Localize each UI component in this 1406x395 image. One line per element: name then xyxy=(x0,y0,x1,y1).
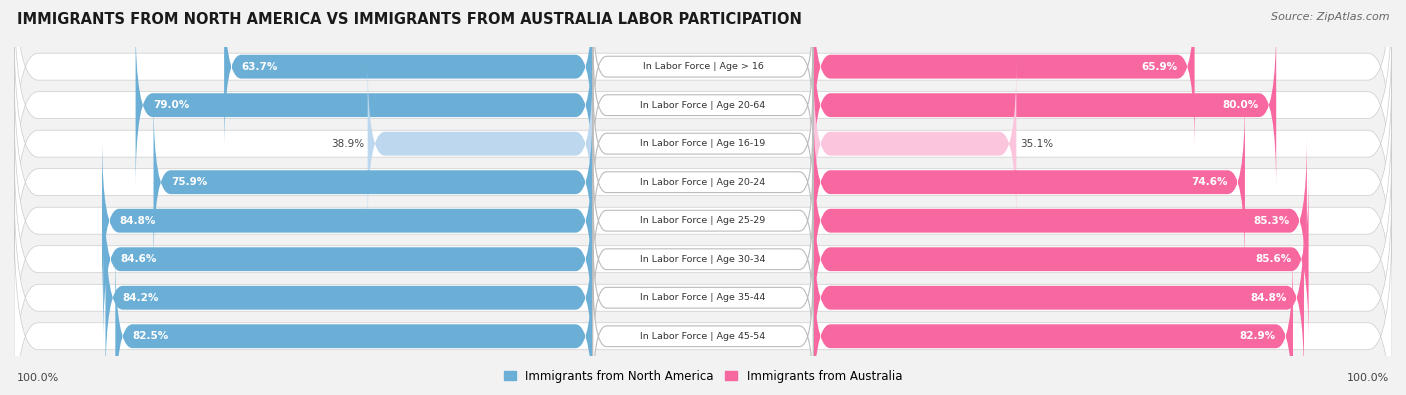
Text: 84.8%: 84.8% xyxy=(120,216,156,226)
FancyBboxPatch shape xyxy=(813,252,1294,395)
FancyBboxPatch shape xyxy=(224,0,593,151)
FancyBboxPatch shape xyxy=(14,23,1392,265)
FancyBboxPatch shape xyxy=(813,136,1306,305)
Text: 63.7%: 63.7% xyxy=(242,62,278,71)
Text: 75.9%: 75.9% xyxy=(170,177,207,187)
FancyBboxPatch shape xyxy=(593,39,813,172)
Text: 35.1%: 35.1% xyxy=(1019,139,1053,149)
FancyBboxPatch shape xyxy=(593,0,813,133)
Text: 65.9%: 65.9% xyxy=(1142,62,1177,71)
FancyBboxPatch shape xyxy=(593,270,813,395)
FancyBboxPatch shape xyxy=(14,138,1392,380)
FancyBboxPatch shape xyxy=(14,0,1392,188)
Text: In Labor Force | Age 20-24: In Labor Force | Age 20-24 xyxy=(640,178,766,187)
Text: 82.5%: 82.5% xyxy=(132,331,169,341)
Text: 84.8%: 84.8% xyxy=(1250,293,1286,303)
FancyBboxPatch shape xyxy=(115,252,593,395)
FancyBboxPatch shape xyxy=(593,77,813,210)
FancyBboxPatch shape xyxy=(593,116,813,249)
FancyBboxPatch shape xyxy=(367,59,593,228)
Text: 79.0%: 79.0% xyxy=(153,100,188,110)
Text: In Labor Force | Age > 16: In Labor Force | Age > 16 xyxy=(643,62,763,71)
FancyBboxPatch shape xyxy=(14,215,1392,395)
Text: 84.2%: 84.2% xyxy=(122,293,159,303)
FancyBboxPatch shape xyxy=(135,21,593,190)
FancyBboxPatch shape xyxy=(593,154,813,287)
FancyBboxPatch shape xyxy=(813,213,1303,382)
Text: In Labor Force | Age 25-29: In Labor Force | Age 25-29 xyxy=(640,216,766,225)
Text: 38.9%: 38.9% xyxy=(330,139,364,149)
Text: 84.6%: 84.6% xyxy=(121,254,157,264)
Text: 85.6%: 85.6% xyxy=(1256,254,1291,264)
Text: 82.9%: 82.9% xyxy=(1240,331,1275,341)
FancyBboxPatch shape xyxy=(593,231,813,364)
Text: In Labor Force | Age 20-64: In Labor Force | Age 20-64 xyxy=(640,101,766,110)
Text: In Labor Force | Age 35-44: In Labor Force | Age 35-44 xyxy=(640,293,766,302)
FancyBboxPatch shape xyxy=(14,177,1392,395)
FancyBboxPatch shape xyxy=(813,21,1277,190)
FancyBboxPatch shape xyxy=(14,61,1392,303)
FancyBboxPatch shape xyxy=(153,98,593,267)
FancyBboxPatch shape xyxy=(813,175,1309,344)
Text: In Labor Force | Age 16-19: In Labor Force | Age 16-19 xyxy=(640,139,766,148)
FancyBboxPatch shape xyxy=(593,193,813,326)
Text: IMMIGRANTS FROM NORTH AMERICA VS IMMIGRANTS FROM AUSTRALIA LABOR PARTICIPATION: IMMIGRANTS FROM NORTH AMERICA VS IMMIGRA… xyxy=(17,12,801,27)
Text: In Labor Force | Age 45-54: In Labor Force | Age 45-54 xyxy=(640,332,766,341)
Text: 74.6%: 74.6% xyxy=(1191,177,1227,187)
FancyBboxPatch shape xyxy=(14,100,1392,342)
FancyBboxPatch shape xyxy=(14,0,1392,226)
FancyBboxPatch shape xyxy=(813,59,1017,228)
FancyBboxPatch shape xyxy=(103,136,593,305)
Text: 100.0%: 100.0% xyxy=(17,373,59,383)
FancyBboxPatch shape xyxy=(103,175,593,344)
Text: 100.0%: 100.0% xyxy=(1347,373,1389,383)
Text: In Labor Force | Age 30-34: In Labor Force | Age 30-34 xyxy=(640,255,766,264)
FancyBboxPatch shape xyxy=(813,98,1244,267)
Text: Source: ZipAtlas.com: Source: ZipAtlas.com xyxy=(1271,12,1389,22)
Text: 80.0%: 80.0% xyxy=(1223,100,1258,110)
FancyBboxPatch shape xyxy=(105,213,593,382)
Legend: Immigrants from North America, Immigrants from Australia: Immigrants from North America, Immigrant… xyxy=(501,367,905,387)
FancyBboxPatch shape xyxy=(813,0,1195,151)
Text: 85.3%: 85.3% xyxy=(1253,216,1289,226)
